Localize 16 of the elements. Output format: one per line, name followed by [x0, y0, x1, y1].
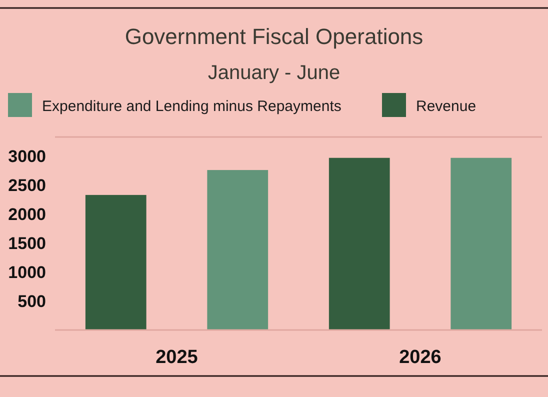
y-tick-label: 3000: [8, 147, 46, 166]
y-tick-label: 1000: [8, 262, 46, 282]
y-tick-label: 500: [18, 292, 46, 311]
y-tick-label: 1500: [8, 234, 46, 254]
bar: [85, 194, 146, 330]
chart-subtitle: January - June: [208, 62, 340, 84]
bar: [450, 158, 512, 330]
legend-label: Expenditure and Lending minus Repayments: [42, 98, 342, 115]
y-tick-label: 2000: [8, 205, 46, 224]
legend-label: Revenue: [416, 98, 476, 115]
x-tick-label: 2025: [156, 347, 198, 368]
chart-title: Government Fiscal Operations: [124, 24, 424, 49]
y-tick-label: 2500: [8, 176, 46, 196]
x-tick-label: 2026: [399, 347, 442, 368]
bar: [207, 170, 268, 330]
bar: [328, 158, 390, 330]
